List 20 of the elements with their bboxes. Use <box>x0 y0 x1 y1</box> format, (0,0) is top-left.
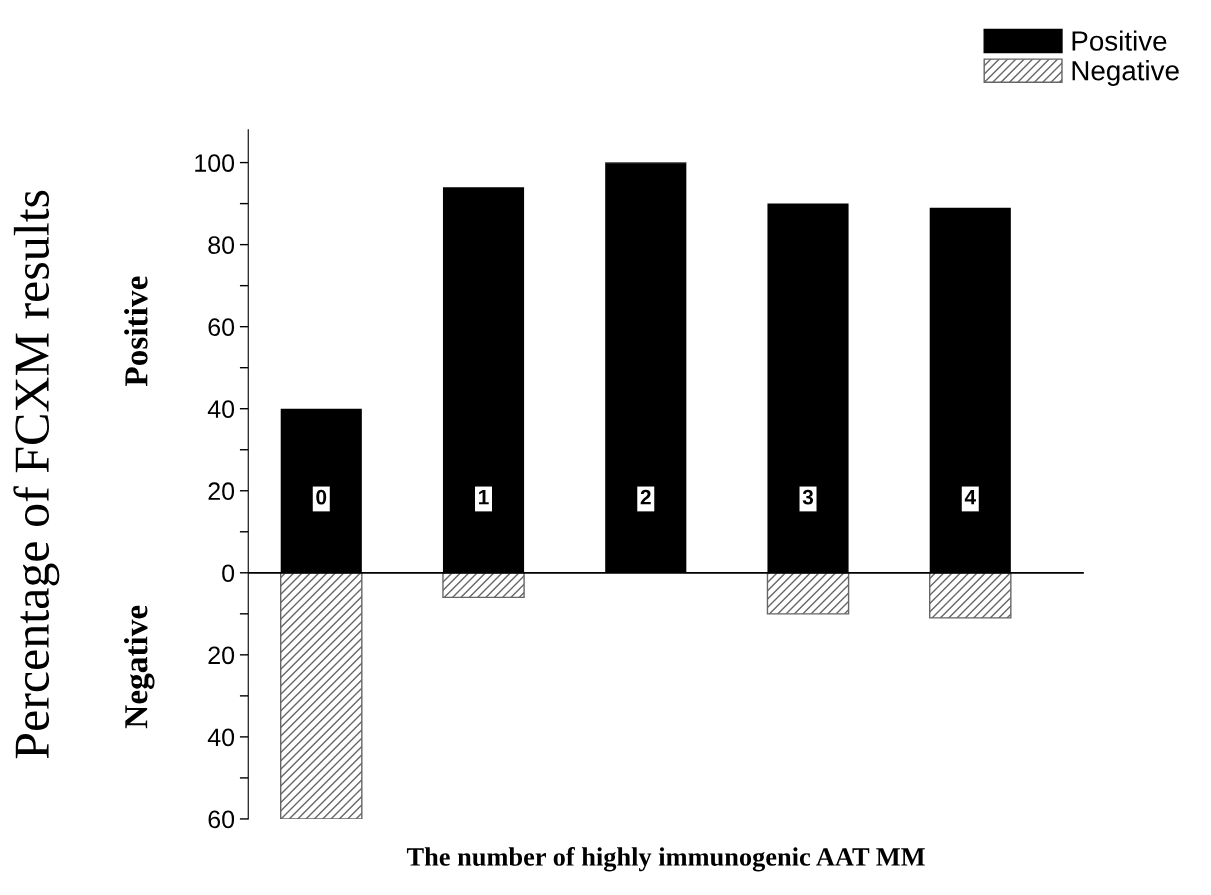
y-tick-label: 60 <box>208 810 235 829</box>
legend-label: Positive <box>1072 30 1167 51</box>
y-tick-label: 100 <box>195 154 235 172</box>
y-tick-label: 20 <box>208 646 235 665</box>
x-tick-label: 1 <box>479 490 489 505</box>
x-tick-label: 2 <box>640 489 651 505</box>
y-tick-label: 80 <box>208 236 235 254</box>
x-tick-label: 3 <box>802 489 814 505</box>
legend-label: Negative <box>1072 60 1179 86</box>
text: Negative <box>124 605 155 729</box>
y-tick-label: 40 <box>207 728 235 747</box>
x-tick-label: 0 <box>316 489 327 505</box>
x-axis-title: The number of highly immunogenic AAT MM <box>406 847 925 872</box>
y-tick-label: 20 <box>208 482 235 501</box>
y-tick-label: 0 <box>222 564 235 583</box>
text: Positive <box>124 276 148 387</box>
y-tick-label: 40 <box>207 400 235 419</box>
y-axis-title: Percentage of FCXM results <box>13 190 60 759</box>
x-tick-label: 4 <box>964 490 976 505</box>
y-tick-label: 60 <box>208 318 235 336</box>
